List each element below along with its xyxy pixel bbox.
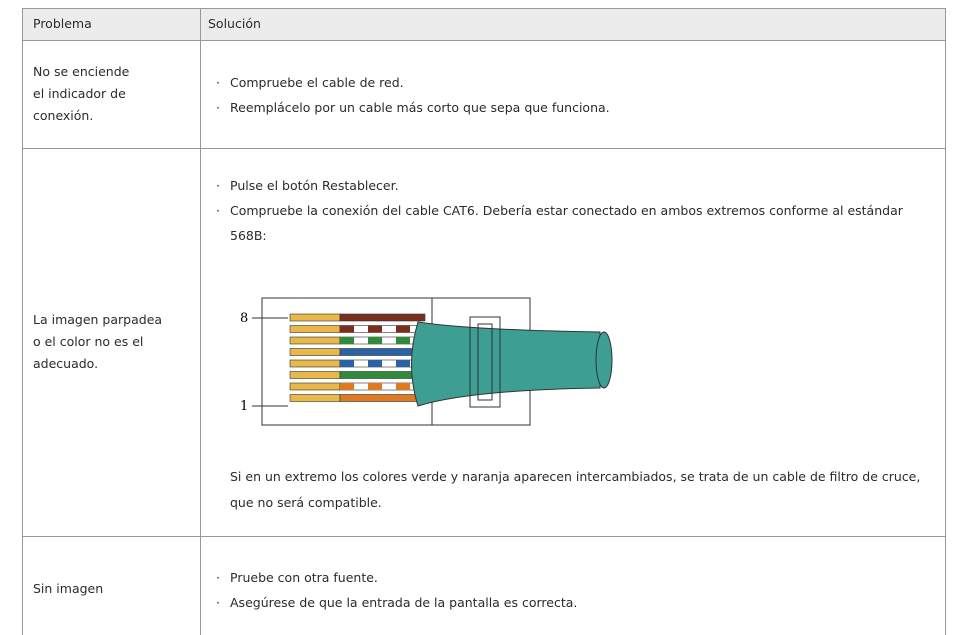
wire xyxy=(339,313,426,322)
wire xyxy=(339,394,426,402)
solution-cell: Pruebe con otra fuente. Asegúrese de que… xyxy=(208,565,938,615)
text-line: el indicador de xyxy=(33,86,126,101)
bullet: Pulse el botón Restablecer. xyxy=(208,173,938,198)
text-line: No se enciende xyxy=(33,64,130,79)
problem-cell: No se enciende el indicador de conexión. xyxy=(33,61,129,127)
bullet: Reemplácelo por un cable más corto que s… xyxy=(208,95,938,120)
bullet: Compruebe el cable de red. xyxy=(208,70,938,95)
border xyxy=(22,8,23,635)
wire xyxy=(396,325,410,333)
problem-cell: La imagen parpadea o el color no es el a… xyxy=(33,309,162,375)
text-line: La imagen parpadea xyxy=(33,312,163,327)
bullet: Pruebe con otra fuente. xyxy=(208,565,938,590)
cable xyxy=(411,321,601,407)
wire xyxy=(368,325,382,333)
wire xyxy=(289,313,341,322)
wires xyxy=(289,313,426,402)
header-row xyxy=(22,8,946,40)
wire xyxy=(368,337,382,344)
wire xyxy=(368,360,382,367)
wire xyxy=(340,383,354,390)
latch xyxy=(477,323,493,401)
solution-cell: Pulse el botón Restablecer. Compruebe la… xyxy=(208,173,938,248)
border xyxy=(22,8,946,9)
wire xyxy=(368,383,382,390)
wire xyxy=(396,360,410,367)
problem-cell: Sin imagen xyxy=(33,578,103,600)
note: Si en un extremo los colores verde y nar… xyxy=(230,469,921,510)
pin-label: 1 xyxy=(240,399,248,414)
wire xyxy=(396,383,410,390)
border xyxy=(22,40,946,41)
header-cell: Problema xyxy=(33,16,92,31)
header-cell: Solución xyxy=(208,16,261,31)
wire xyxy=(340,325,354,333)
latch xyxy=(469,316,501,408)
wire xyxy=(289,348,341,356)
text-line: Sin imagen xyxy=(33,581,104,596)
border xyxy=(200,8,201,635)
solution-cell: Compruebe el cable de red. Reemplácelo p… xyxy=(208,70,938,120)
bullet: Compruebe la conexión del cable CAT6. De… xyxy=(208,198,938,248)
border xyxy=(22,148,946,149)
text-line: conexión. xyxy=(33,108,94,123)
wire xyxy=(340,337,354,344)
text-line: o el color no es el xyxy=(33,334,144,349)
pin-label: 8 xyxy=(240,311,248,326)
wire xyxy=(340,360,354,367)
wire xyxy=(289,325,341,333)
wire xyxy=(396,337,410,344)
wire xyxy=(289,382,341,391)
wire xyxy=(289,371,341,379)
cable-end xyxy=(595,331,613,389)
text-line: adecuado. xyxy=(33,356,99,371)
border xyxy=(945,8,946,635)
bullet: Asegúrese de que la entrada de la pantal… xyxy=(208,590,938,615)
wire xyxy=(289,336,341,345)
border xyxy=(22,536,946,537)
wire xyxy=(289,359,341,368)
wire xyxy=(289,394,341,402)
